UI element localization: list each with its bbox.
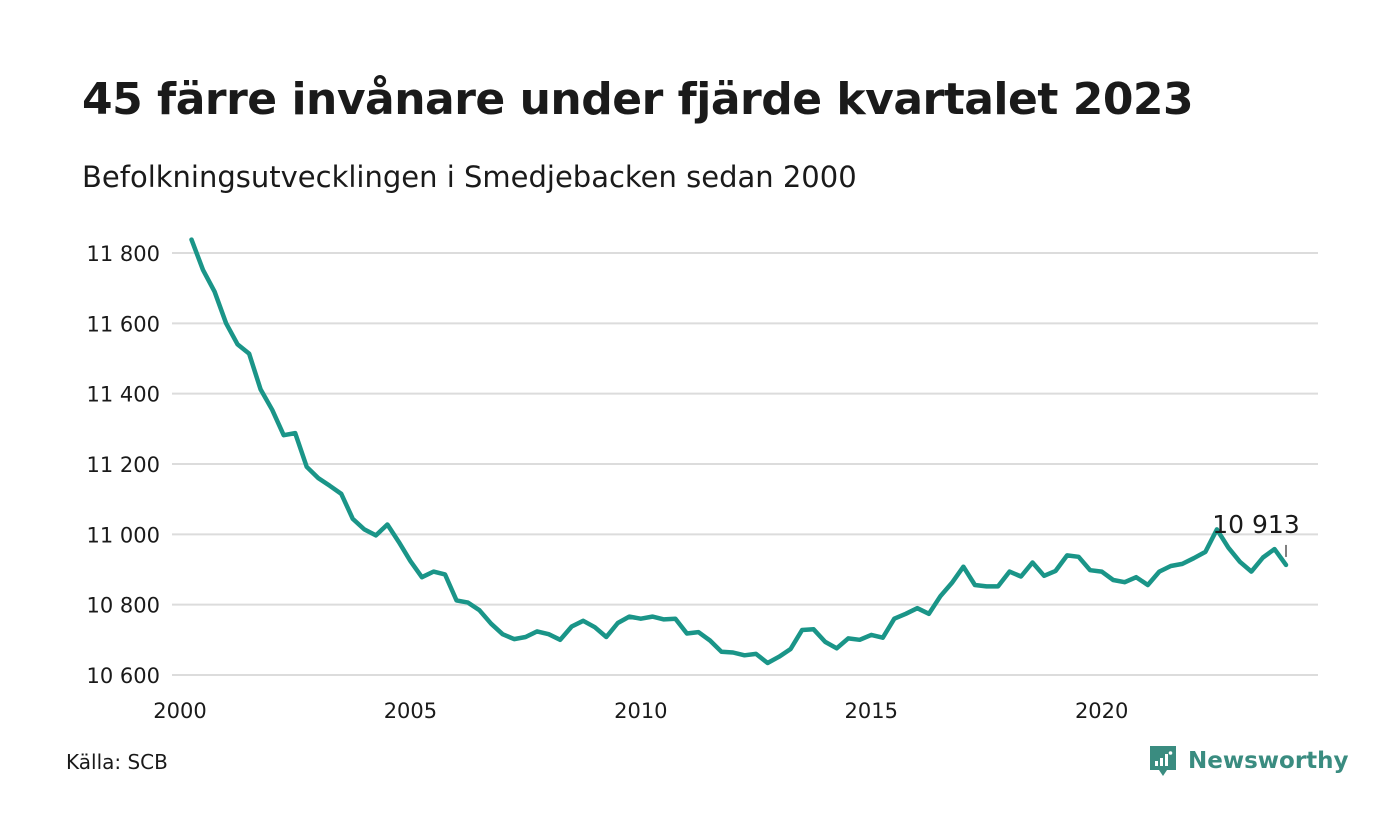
end-value-label: 10 913 xyxy=(1212,510,1299,539)
population-line xyxy=(189,237,1289,666)
x-axis: 2000 2005 2010 2015 2020 xyxy=(153,699,1128,723)
y-tick-label: 10 600 xyxy=(87,664,160,688)
newsworthy-logo-icon xyxy=(1150,746,1176,776)
y-tick-label: 11 200 xyxy=(87,453,160,477)
source-note: Källa: SCB xyxy=(66,750,168,774)
brand[interactable]: Newsworthy xyxy=(1148,744,1349,778)
page-title: 45 färre invånare under fjärde kvartalet… xyxy=(82,74,1194,125)
brand-name: Newsworthy xyxy=(1188,748,1349,774)
x-tick-label: 2000 xyxy=(153,699,206,723)
y-tick-label: 11 600 xyxy=(87,312,160,336)
y-tick-label: 11 800 xyxy=(87,242,160,266)
y-tick-label: 10 800 xyxy=(87,594,160,618)
x-tick-label: 2015 xyxy=(845,699,898,723)
page-subtitle: Befolkningsutvecklingen i Smedjebacken s… xyxy=(82,160,857,194)
x-tick-label: 2010 xyxy=(614,699,667,723)
x-tick-label: 2005 xyxy=(384,699,437,723)
x-tick-label: 2020 xyxy=(1075,699,1128,723)
y-tick-label: 11 400 xyxy=(87,383,160,407)
y-tick-label: 11 000 xyxy=(87,523,160,547)
y-axis: 10 600 10 800 11 000 11 200 11 400 11 600 11 8… xyxy=(87,242,160,688)
gridlines xyxy=(172,252,1318,676)
